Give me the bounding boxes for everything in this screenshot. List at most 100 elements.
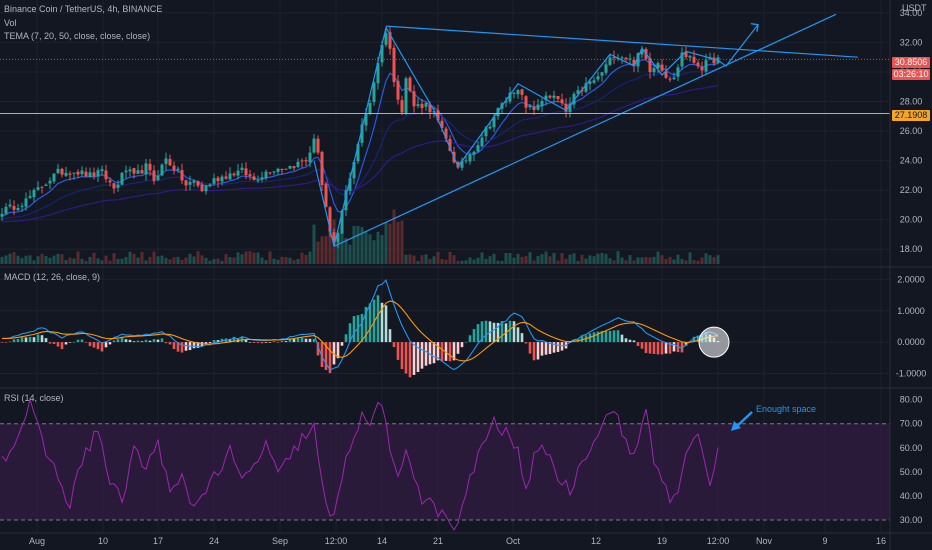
x-tick-label: 12:00 (707, 536, 730, 546)
volume-bar (148, 256, 152, 264)
volume-bar (268, 251, 272, 264)
volume-bar (224, 254, 228, 264)
trend-drawings[interactable] (313, 13, 859, 247)
candle-body (288, 165, 292, 169)
candle-body (420, 103, 424, 109)
volume-bar (452, 255, 456, 264)
volume-bar (144, 260, 148, 264)
volume-bar (312, 224, 316, 264)
volume-bar (352, 225, 356, 264)
volume-bar (580, 254, 584, 264)
volume-bar (56, 253, 60, 264)
tema-legend[interactable]: TEMA (7, 20, 50, close, close, close) (4, 31, 151, 41)
macd-histogram-bar (152, 339, 156, 343)
candle-body (336, 232, 340, 243)
zigzag-line (313, 24, 759, 247)
candle-body (360, 124, 364, 143)
volume-bar (372, 240, 376, 264)
macd-histogram-bar (92, 342, 96, 348)
candle-body (444, 128, 448, 139)
candle-body (556, 96, 560, 100)
annotation-text[interactable]: Enought space (756, 404, 817, 414)
candle-body (520, 89, 524, 95)
volume-bar (208, 260, 212, 264)
volume-bar (644, 257, 648, 264)
volume-bar (356, 225, 360, 264)
macd-histogram-bar (60, 342, 64, 350)
macd-line (1, 279, 719, 371)
candle-body (32, 190, 36, 198)
macd-histogram-bar (156, 339, 160, 343)
volume-bar (24, 255, 28, 264)
candle-body (480, 137, 484, 147)
volume-bar (492, 253, 496, 264)
volume-bar (420, 255, 424, 264)
volume-bar (680, 258, 684, 264)
macd-histogram-bar (616, 330, 620, 343)
volume-bar (188, 253, 192, 264)
macd-histogram-bar (452, 342, 456, 361)
macd-histogram-bar (420, 342, 424, 369)
currency-label[interactable]: USDT (902, 3, 927, 13)
price-tick-label: 28.00 (900, 97, 923, 107)
candle-body (484, 127, 488, 137)
volume-bar (264, 260, 268, 264)
volume-bar (368, 234, 372, 264)
macd-histogram-bar (32, 337, 36, 343)
macd-histogram-bar (448, 342, 452, 362)
macd-histogram-bar (40, 335, 44, 343)
macd-histogram-bar (640, 342, 644, 349)
macd-tick-label: -1.0000 (896, 368, 927, 378)
macd-histogram-bar (124, 339, 128, 343)
candle-body (316, 138, 320, 153)
candle-body (472, 151, 476, 155)
volume-bar (8, 253, 12, 264)
volume-bar (584, 258, 588, 264)
volume-bar (196, 251, 200, 264)
x-tick-label: 19 (657, 536, 667, 546)
macd-histogram-bar (552, 342, 556, 353)
volume-bar (396, 221, 400, 264)
candle-body (584, 83, 588, 92)
volume-bar (656, 251, 660, 264)
macd-histogram-bar (548, 342, 552, 355)
macd-histogram-bar (260, 342, 264, 344)
candle-body (248, 174, 252, 176)
candle-body (512, 92, 516, 94)
rsi-legend[interactable]: RSI (14, close) (4, 393, 64, 403)
candle-body (48, 180, 52, 184)
candle-body (12, 205, 16, 210)
volume-bar (108, 260, 112, 264)
macd-histogram-bar (620, 334, 624, 343)
macd-histogram-bar (556, 342, 560, 352)
symbol-title[interactable]: Binance Coin / TetherUS, 4h, BINANCE (4, 4, 163, 14)
candle-body (504, 100, 508, 103)
macd-histogram-bar (664, 342, 668, 354)
volume-bar (536, 255, 540, 264)
candle-body (100, 169, 104, 172)
candle-body (408, 77, 412, 91)
candle-body (252, 176, 256, 181)
macd-legend[interactable]: MACD (12, 26, close, 9) (4, 272, 101, 282)
macd-histogram-bar (372, 299, 376, 343)
rsi-tick-label: 50.00 (900, 467, 923, 477)
candle-body (388, 32, 392, 49)
volume-bar (436, 251, 440, 264)
macd-histogram-bar (600, 331, 604, 343)
volume-bar (116, 258, 120, 264)
candle-body (312, 138, 316, 153)
volume-bar (444, 259, 448, 264)
macd-histogram-bar (272, 341, 276, 343)
macd-histogram-bar (268, 342, 272, 343)
candle-body (76, 171, 80, 175)
macd-histogram-bar (364, 306, 368, 343)
candle-body (688, 55, 692, 58)
volume-bar (712, 257, 716, 264)
candle-body (516, 90, 520, 95)
volume-legend[interactable]: Vol (4, 18, 17, 28)
volume-bar (612, 260, 616, 264)
x-tick-label: Nov (756, 536, 773, 546)
volume-bar (76, 251, 80, 264)
